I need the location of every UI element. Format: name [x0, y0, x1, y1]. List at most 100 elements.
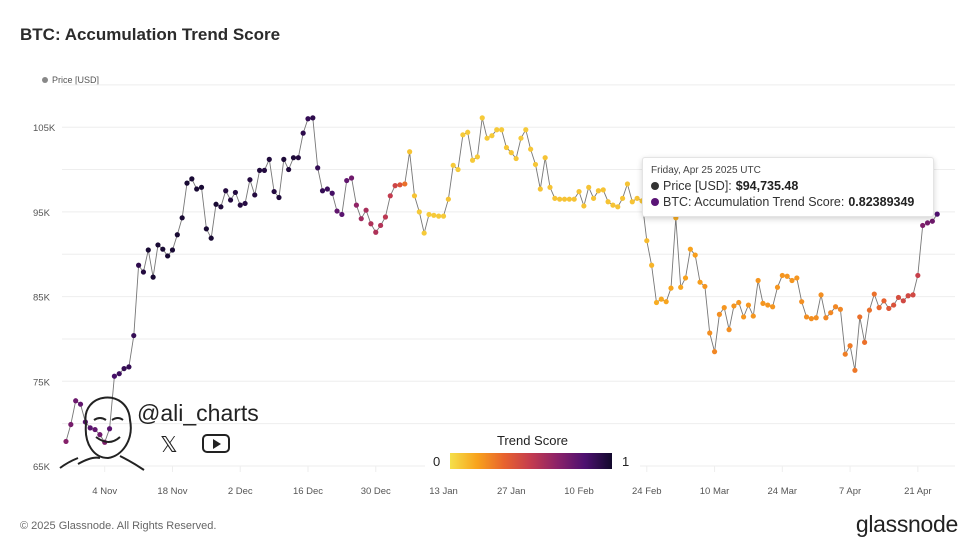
- data-point[interactable]: [136, 262, 142, 268]
- data-point[interactable]: [358, 216, 364, 222]
- data-point[interactable]: [760, 300, 766, 306]
- data-point[interactable]: [266, 156, 272, 162]
- data-point[interactable]: [324, 186, 330, 192]
- data-point[interactable]: [741, 314, 747, 320]
- data-point[interactable]: [847, 343, 853, 349]
- data-point[interactable]: [392, 183, 398, 189]
- data-point[interactable]: [131, 332, 137, 339]
- data-point[interactable]: [73, 398, 79, 404]
- data-point[interactable]: [818, 292, 824, 298]
- data-point[interactable]: [194, 186, 200, 192]
- data-point[interactable]: [276, 194, 282, 201]
- data-point[interactable]: [237, 202, 243, 208]
- data-point[interactable]: [929, 218, 935, 224]
- data-point[interactable]: [455, 166, 461, 173]
- data-point[interactable]: [402, 181, 408, 187]
- data-point[interactable]: [290, 155, 297, 161]
- data-point[interactable]: [87, 425, 93, 431]
- data-point[interactable]: [305, 116, 311, 122]
- data-point[interactable]: [271, 188, 277, 195]
- data-point[interactable]: [329, 190, 335, 196]
- data-point[interactable]: [518, 135, 524, 141]
- data-point[interactable]: [862, 339, 868, 345]
- data-point[interactable]: [261, 167, 268, 173]
- data-point[interactable]: [634, 195, 640, 201]
- data-point[interactable]: [852, 367, 858, 373]
- data-point[interactable]: [837, 306, 844, 312]
- data-point[interactable]: [363, 207, 369, 213]
- data-point[interactable]: [426, 211, 432, 218]
- data-point[interactable]: [528, 146, 534, 152]
- data-point[interactable]: [348, 175, 355, 181]
- data-point[interactable]: [682, 275, 689, 281]
- data-point[interactable]: [910, 292, 916, 298]
- data-point[interactable]: [595, 188, 602, 194]
- data-point[interactable]: [508, 150, 514, 156]
- data-point[interactable]: [828, 310, 834, 316]
- data-point[interactable]: [615, 204, 621, 210]
- data-point[interactable]: [779, 272, 785, 279]
- data-point[interactable]: [295, 155, 301, 161]
- data-point[interactable]: [252, 192, 258, 198]
- data-point[interactable]: [736, 299, 742, 306]
- data-point[interactable]: [169, 247, 176, 253]
- data-point[interactable]: [803, 314, 810, 320]
- data-point[interactable]: [227, 197, 234, 203]
- data-point[interactable]: [765, 302, 771, 308]
- data-point[interactable]: [542, 155, 548, 161]
- data-point[interactable]: [339, 211, 345, 218]
- data-point[interactable]: [445, 196, 451, 202]
- data-point[interactable]: [586, 184, 592, 190]
- data-point[interactable]: [436, 213, 442, 219]
- data-point[interactable]: [915, 272, 921, 279]
- data-point[interactable]: [649, 262, 655, 268]
- data-point[interactable]: [552, 195, 558, 201]
- data-point[interactable]: [561, 196, 568, 202]
- data-point[interactable]: [92, 426, 98, 433]
- data-point[interactable]: [503, 144, 510, 151]
- data-point[interactable]: [905, 293, 911, 299]
- data-point[interactable]: [232, 189, 238, 196]
- data-point[interactable]: [460, 132, 466, 138]
- data-point[interactable]: [770, 304, 776, 310]
- data-point[interactable]: [373, 229, 379, 235]
- data-point[interactable]: [629, 199, 635, 205]
- data-point[interactable]: [716, 311, 723, 317]
- data-point[interactable]: [431, 212, 437, 218]
- data-point[interactable]: [499, 127, 505, 133]
- data-point[interactable]: [711, 349, 718, 355]
- data-point[interactable]: [411, 193, 418, 199]
- data-point[interactable]: [537, 186, 543, 192]
- data-point[interactable]: [494, 127, 500, 133]
- data-point[interactable]: [866, 307, 873, 313]
- data-point[interactable]: [774, 284, 781, 290]
- data-point[interactable]: [77, 401, 84, 407]
- data-point[interactable]: [63, 438, 69, 445]
- data-point[interactable]: [155, 242, 161, 248]
- data-point[interactable]: [208, 235, 214, 241]
- data-point[interactable]: [663, 299, 669, 305]
- data-point[interactable]: [557, 196, 563, 202]
- data-point[interactable]: [407, 149, 413, 155]
- data-point[interactable]: [213, 201, 219, 207]
- data-point[interactable]: [726, 327, 732, 333]
- data-point[interactable]: [281, 156, 287, 162]
- data-point[interactable]: [566, 196, 572, 202]
- data-point[interactable]: [106, 426, 113, 432]
- data-point[interactable]: [668, 285, 674, 291]
- data-point[interactable]: [886, 305, 892, 312]
- data-point[interactable]: [203, 226, 209, 232]
- data-point[interactable]: [624, 181, 631, 187]
- data-point[interactable]: [876, 305, 882, 311]
- data-point[interactable]: [731, 303, 737, 309]
- glassnode-logo[interactable]: glassnode: [855, 511, 958, 537]
- data-point[interactable]: [242, 200, 248, 207]
- data-point[interactable]: [895, 294, 902, 301]
- data-point[interactable]: [198, 184, 205, 190]
- data-point[interactable]: [479, 115, 485, 121]
- data-point[interactable]: [474, 154, 480, 160]
- data-point[interactable]: [794, 275, 800, 281]
- data-point[interactable]: [678, 284, 684, 290]
- data-point[interactable]: [571, 196, 577, 202]
- data-point[interactable]: [387, 193, 393, 199]
